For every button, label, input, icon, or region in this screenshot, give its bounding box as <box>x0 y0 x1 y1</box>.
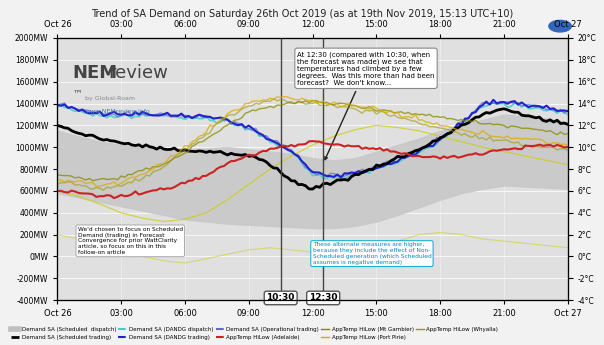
Text: by Global-Roam: by Global-Roam <box>85 96 135 101</box>
Text: review: review <box>109 64 169 82</box>
Text: Trend of SA Demand on Saturday 26th Oct 2019 (as at 19th Nov 2019, 15:13 UTC+10): Trend of SA Demand on Saturday 26th Oct … <box>91 9 513 19</box>
Text: www.NEMreview.info: www.NEMreview.info <box>85 109 150 114</box>
Circle shape <box>549 20 571 32</box>
Text: We'd chosen to focus on Scheduled
Demand (trading) in Forecast
Convergence for p: We'd chosen to focus on Scheduled Demand… <box>78 227 183 255</box>
Text: At 12:30 (compared with 10:30, when
the forecast was made) we see that
temperatu: At 12:30 (compared with 10:30, when the … <box>297 51 435 160</box>
Text: 12:30: 12:30 <box>309 294 338 303</box>
Legend: Demand SA (Scheduled  dispatch), Demand SA (Scheduled trading), Demand SA (DANDG: Demand SA (Scheduled dispatch), Demand S… <box>9 325 501 342</box>
Text: These alternate measures are higher,
because they include the effect of Non-
Sch: These alternate measures are higher, bec… <box>313 243 431 265</box>
Text: ™: ™ <box>72 88 82 98</box>
Text: 10:30: 10:30 <box>266 294 295 303</box>
Text: NEM: NEM <box>72 64 118 82</box>
